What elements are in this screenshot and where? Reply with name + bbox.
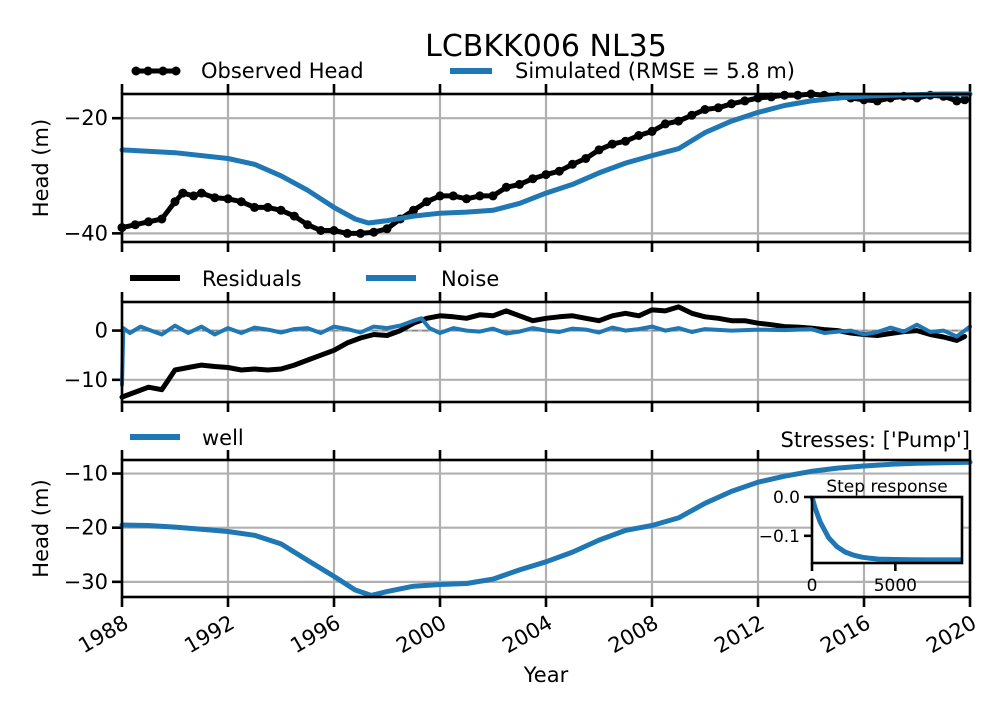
observed-head-point bbox=[276, 205, 286, 215]
y-tick-label: −20 bbox=[64, 516, 108, 540]
inset-y-tick-label: 0.0 bbox=[773, 488, 800, 508]
inset-frame bbox=[810, 495, 964, 565]
observed-head-point bbox=[303, 220, 312, 230]
observed-head-point bbox=[740, 96, 750, 106]
observed-head-point bbox=[674, 116, 683, 126]
panel-frame bbox=[120, 300, 972, 404]
observed-head-point bbox=[634, 131, 644, 140]
simulated-line bbox=[119, 91, 973, 226]
observed-head-point bbox=[488, 191, 498, 201]
inset-x-tick-label: 0 bbox=[807, 576, 818, 596]
observed-head-point bbox=[250, 202, 259, 212]
observed-head-point bbox=[448, 191, 458, 201]
y-tick-label: −30 bbox=[64, 570, 108, 594]
step-response-inset: 0.0 −0.1 0 5000 Step response bbox=[759, 477, 964, 596]
y-tick-label: −10 bbox=[64, 462, 108, 486]
legend-noise-label: Noise bbox=[441, 267, 499, 291]
observed-head-point bbox=[541, 170, 551, 180]
legend-observed-marker bbox=[171, 66, 181, 76]
observed-head-point bbox=[289, 211, 299, 221]
observed-head-point bbox=[189, 191, 199, 201]
well-contribution-line bbox=[119, 459, 973, 598]
observed-head-point bbox=[197, 188, 206, 198]
observed-head-point bbox=[687, 110, 697, 120]
y-tick-label: −40 bbox=[64, 221, 108, 245]
observed-head-point bbox=[581, 154, 591, 163]
inset-y-tick-label: −0.1 bbox=[759, 527, 800, 547]
panel-frame bbox=[120, 92, 972, 244]
observed-head-point bbox=[316, 226, 326, 235]
observed-head-point bbox=[422, 197, 432, 207]
observed-head-point bbox=[960, 95, 970, 105]
legend-observed-marker bbox=[131, 66, 141, 76]
legend-observed-marker bbox=[158, 66, 168, 76]
observed-head-point bbox=[554, 166, 564, 176]
observed-head-point bbox=[952, 96, 962, 106]
step-response-line bbox=[809, 496, 962, 563]
observed-head-point bbox=[462, 194, 471, 204]
observed-head-point bbox=[223, 194, 233, 204]
observed-head-point bbox=[144, 217, 153, 227]
observed-head-point bbox=[329, 226, 339, 235]
observed-head-point bbox=[713, 103, 723, 113]
observed-head-point bbox=[607, 139, 617, 149]
observed-head-point bbox=[621, 136, 630, 146]
legend-residuals-label: Residuals bbox=[202, 267, 302, 291]
panel-frame bbox=[120, 458, 972, 599]
observed-head-point bbox=[369, 227, 379, 237]
observed-head-point bbox=[356, 228, 365, 238]
y-tick-label: 0 bbox=[95, 319, 108, 343]
inset-title: Step response bbox=[826, 477, 947, 497]
observed-head-point bbox=[342, 228, 352, 238]
residuals-line bbox=[119, 304, 968, 400]
legend-observed-label: Observed Head bbox=[201, 59, 364, 83]
observed-head-point bbox=[700, 105, 710, 114]
observed-head-point bbox=[475, 191, 485, 201]
y-axis-label: Head (m) bbox=[29, 479, 53, 577]
observed-head-point bbox=[568, 159, 577, 169]
observed-head-point bbox=[647, 126, 657, 136]
observed-head-point bbox=[170, 197, 180, 207]
chart-title: LCBKK006 NL35 bbox=[425, 29, 667, 64]
observed-head-point bbox=[660, 119, 670, 129]
panel-1: −20 −40 Head (m) LCBKK006 NL35 Observed Head… bbox=[29, 29, 973, 252]
observed-head-point bbox=[435, 191, 445, 201]
panel-2: 0 −10 Residuals Noise bbox=[64, 267, 972, 412]
legend-well-label: well bbox=[202, 426, 244, 450]
legend-simulated-label: Simulated (RMSE = 5.8 m) bbox=[515, 59, 795, 83]
observed-head-point bbox=[727, 99, 736, 109]
noise-line bbox=[120, 316, 972, 387]
observed-head-point bbox=[382, 224, 392, 234]
observed-head-point bbox=[263, 202, 273, 212]
legend-observed-marker bbox=[143, 66, 153, 76]
x-axis-label: Year bbox=[523, 663, 569, 687]
observed-head-point bbox=[594, 145, 604, 155]
y-tick-label: −20 bbox=[64, 106, 108, 130]
inset-background bbox=[812, 497, 962, 563]
y-tick-label: −10 bbox=[64, 368, 108, 392]
observed-head-point bbox=[236, 197, 246, 207]
observed-head-point bbox=[210, 193, 220, 203]
observed-head-point bbox=[157, 214, 167, 224]
observed-head-point bbox=[753, 93, 763, 103]
inset-x-tick-label: 5000 bbox=[874, 576, 917, 596]
observed-head-point bbox=[409, 205, 418, 215]
y-axis-label: Head (m) bbox=[29, 119, 53, 217]
stresses-annotation: Stresses: ['Pump'] bbox=[781, 428, 970, 452]
observed-head-point bbox=[178, 188, 188, 198]
observed-head-point bbox=[501, 182, 511, 192]
observed-head-point bbox=[528, 174, 538, 184]
observed-head-point bbox=[515, 179, 524, 189]
observed-head-point bbox=[130, 220, 140, 230]
observed-head-point bbox=[872, 96, 882, 106]
